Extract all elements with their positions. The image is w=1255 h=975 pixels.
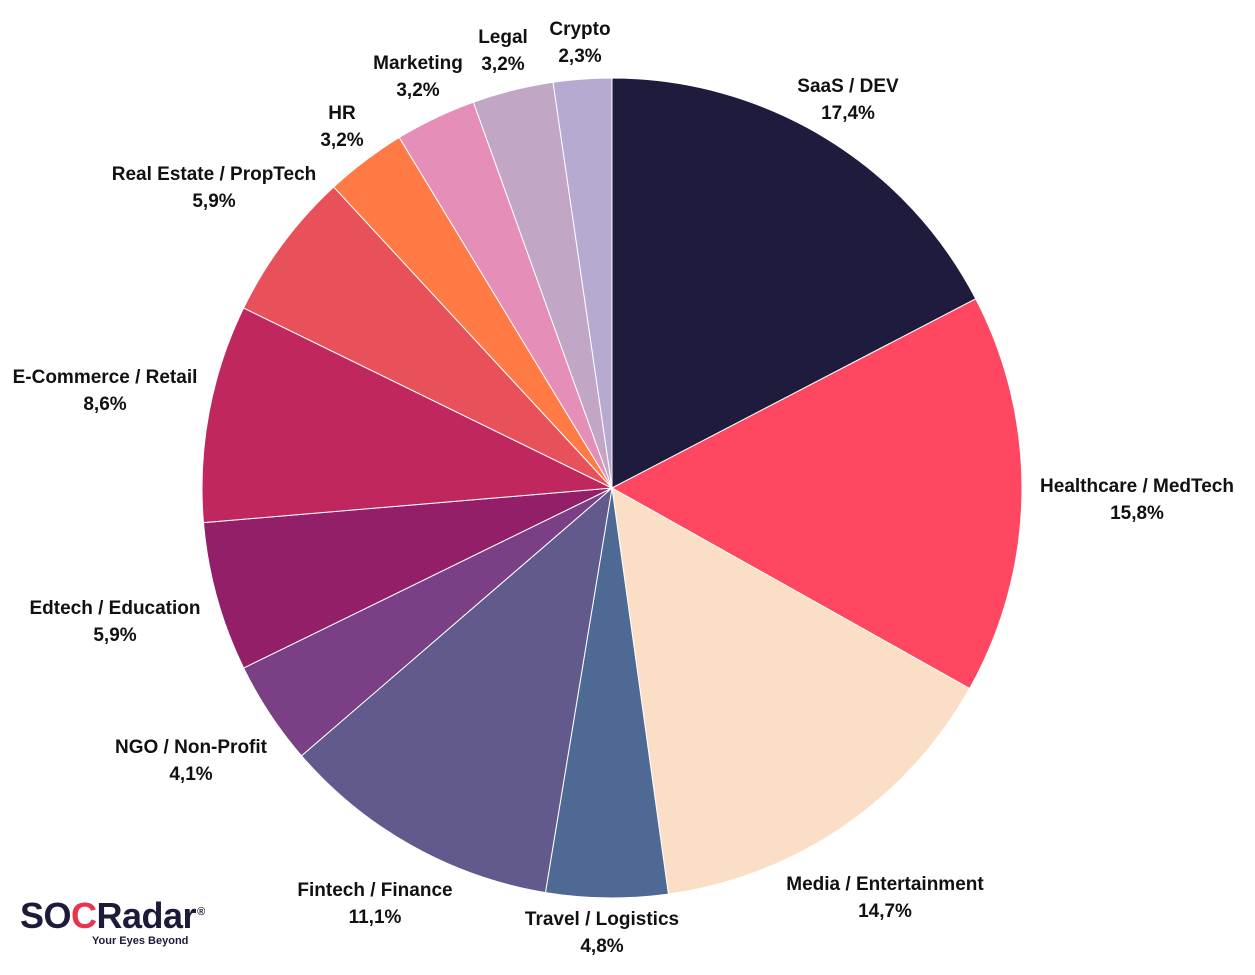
slice-value-label: 8,6% (83, 394, 126, 415)
slice-category-label: Edtech / Education (29, 598, 200, 619)
logo-text-accent: C (71, 895, 97, 936)
slice-category-label: Crypto (549, 19, 610, 40)
slice-value-label: 17,4% (821, 103, 875, 124)
slice-category-label: SaaS / DEV (797, 76, 899, 97)
slice-category-label: NGO / Non-Profit (115, 737, 268, 758)
slice-category-label: Travel / Logistics (525, 909, 679, 930)
slice-category-label: Legal (478, 27, 528, 48)
socradar-logo: SOCRadar® Your Eyes Beyond (20, 898, 210, 958)
slice-value-label: 14,7% (858, 901, 912, 922)
pie-slice-saas-dev (611, 77, 977, 489)
slice-category-label: Marketing (373, 53, 463, 74)
slice-value-label: 3,2% (320, 130, 363, 151)
slice-value-label: 15,8% (1110, 503, 1164, 524)
logo-wordmark: SOCRadar® (20, 898, 210, 934)
slice-category-label: HR (328, 103, 356, 124)
slice-category-label: Media / Entertainment (786, 874, 984, 895)
slice-value-label: 4,8% (580, 936, 623, 957)
pie-slices (201, 77, 1023, 899)
pie-slice-crypto (552, 77, 613, 489)
slice-value-label: 3,2% (481, 54, 524, 75)
slice-value-label: 3,2% (396, 80, 439, 101)
slice-category-label: Fintech / Finance (297, 880, 452, 901)
slice-category-label: Real Estate / PropTech (112, 164, 317, 185)
pie-labels: SaaS / DEV 17,4% Healthcare / MedTech 15,8%… (13, 19, 1234, 957)
logo-tagline: Your Eyes Beyond (92, 935, 189, 947)
pie-slice-fintech-finance (300, 486, 613, 894)
pie-slice-edtech-education (202, 487, 613, 669)
slice-value-label: 5,9% (192, 191, 235, 212)
registered-mark: ® (197, 906, 205, 918)
logo-text-suffix: Radar (96, 895, 197, 936)
pie-slice-healthcare-medtech (610, 298, 1023, 690)
pie-slice-media-entertainment (611, 487, 971, 895)
pie-slice-e-commerce-retail (201, 307, 614, 524)
slice-value-label: 5,9% (93, 625, 136, 646)
pie-slice-real-estate-proptech (242, 186, 613, 489)
slice-value-label: 11,1% (349, 907, 402, 928)
slice-category-label: E-Commerce / Retail (13, 367, 198, 388)
slice-value-label: 4,1% (169, 764, 212, 785)
logo-text-prefix: SO (20, 895, 72, 936)
slice-value-label: 2,3% (558, 46, 601, 67)
slice-category-label: Healthcare / MedTech (1040, 476, 1234, 497)
